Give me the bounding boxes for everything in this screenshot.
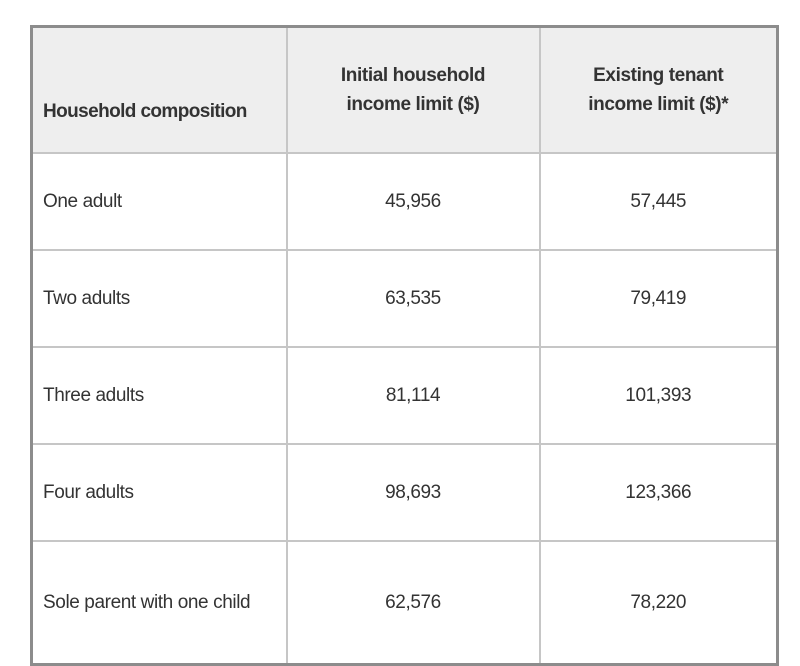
table-row-sole-parent-one-child: Sole parent with one child 62,576 78,220: [30, 539, 779, 666]
initial-limit-value: 63,535: [285, 248, 541, 348]
row-label-cell: Three adults: [30, 345, 288, 445]
row-label: Four adults: [43, 481, 134, 503]
existing-limit-value: 57,445: [538, 151, 779, 251]
row-label-cell: Sole parent with one child: [30, 539, 288, 666]
existing-limit-value: 78,220: [538, 539, 779, 666]
row-label: Sole parent with one child: [43, 591, 251, 613]
table-row-three-adults: Three adults 81,114 101,393: [30, 345, 779, 445]
header-existing-tenant-income-limit: Existing tenant income limit ($)*: [538, 25, 779, 154]
initial-limit-value: 45,956: [285, 151, 541, 251]
initial-limit-value: 98,693: [285, 442, 541, 542]
row-label: Two adults: [43, 287, 130, 309]
row-label: Three adults: [43, 384, 144, 406]
row-label-cell: Four adults: [30, 442, 288, 542]
existing-limit-value: 79,419: [538, 248, 779, 348]
table-header-row: Household composition Initial household …: [30, 25, 779, 154]
income-limits-table: Household composition Initial household …: [30, 25, 779, 666]
table-row-two-adults: Two adults 63,535 79,419: [30, 248, 779, 348]
row-label-cell: Two adults: [30, 248, 288, 348]
existing-limit-value: 123,366: [538, 442, 779, 542]
row-label: One adult: [43, 190, 122, 212]
header-household-composition: Household composition: [30, 25, 288, 154]
header-initial-income-limit: Initial household income limit ($): [285, 25, 541, 154]
row-label-cell: One adult: [30, 151, 288, 251]
initial-limit-value: 62,576: [285, 539, 541, 666]
initial-limit-value: 81,114: [285, 345, 541, 445]
table-row-four-adults: Four adults 98,693 123,366: [30, 442, 779, 542]
table-row-one-adult: One adult 45,956 57,445: [30, 151, 779, 251]
existing-limit-value: 101,393: [538, 345, 779, 445]
